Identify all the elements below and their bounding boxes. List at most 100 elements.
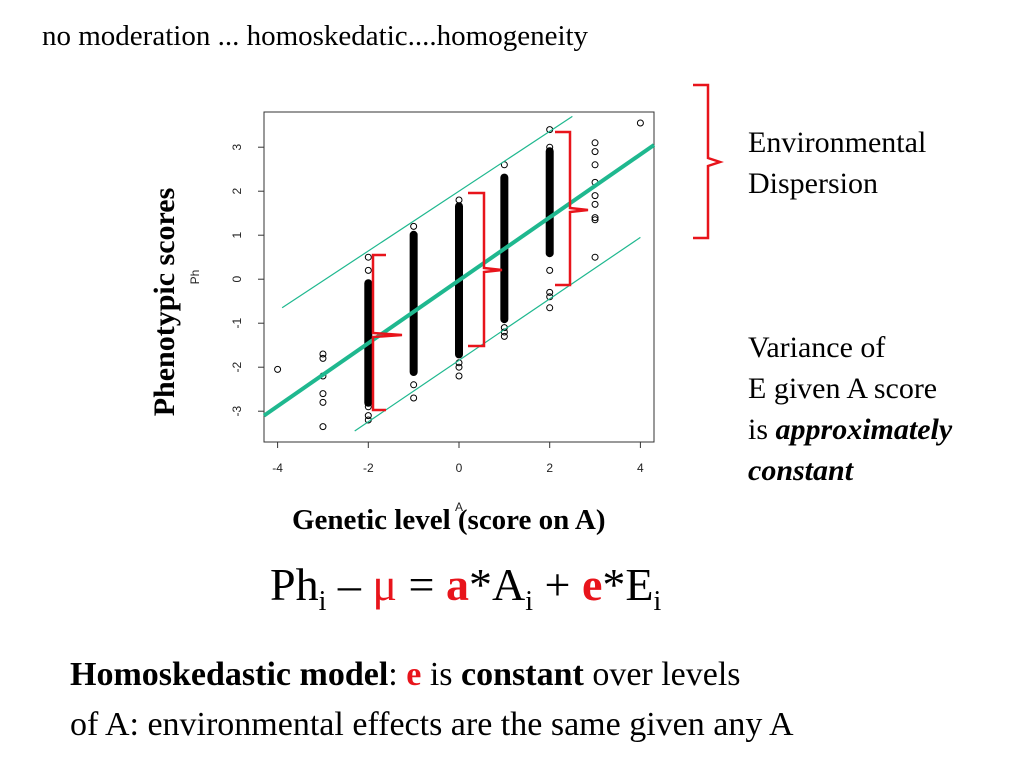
data-point-50 [591,192,599,200]
band-line-0 [281,115,573,309]
data-point-19 [410,319,418,327]
x-tick-label-1: -2 [363,461,374,475]
data-point-40 [546,165,554,173]
note-var-is: is [748,413,776,446]
data-point-6 [319,423,327,431]
data-point-13 [364,403,372,411]
eq-minus: – [326,559,373,610]
data-point-47 [591,148,599,156]
data-point-39 [546,143,554,151]
environmental-dispersion-note: Environmental Dispersion [748,122,926,204]
y-tick-label-4: 1 [230,232,244,239]
eq-times-e: *E [602,559,654,610]
y-tick-label-2: -1 [230,318,244,329]
x-tick-label-2: 0 [456,461,463,475]
data-point-32 [500,174,508,182]
data-point-7 [364,253,372,261]
desc-homoskedastic: Homoskedastic model [70,656,389,693]
data-point-37 [500,332,508,340]
data-point-8 [364,266,372,274]
note-var-line3: is approximately [748,409,952,450]
data-point-45 [546,304,554,312]
eq-a-coef: a [446,559,469,610]
eq-e-coef: e [581,559,603,610]
data-point-53 [591,216,599,224]
note-var-line2: E given A score [748,372,938,405]
x-tick-label-0: -4 [272,461,283,475]
data-point-22 [410,394,418,402]
y-axis-small-label: Ph [188,270,202,285]
data-point-0 [274,365,282,373]
data-point-12 [364,390,372,398]
data-point-25 [455,262,463,270]
data-point-10 [364,328,372,336]
desc-e: e [406,656,422,693]
eq-sub-i-3: i [653,586,662,618]
dense-band-4 [545,147,554,258]
axis-ticks: -4 -2 0 2 4 -3 -2 -1 0 1 2 3 [230,144,644,475]
description-line2: of A: environmental effects are the same… [70,706,794,743]
data-point-17 [410,236,418,244]
description-line1: Homoskedastic model: e is constant over … [70,650,794,700]
data-point-2 [319,354,327,362]
eq-times-a: *A [469,559,526,610]
y-tick-label-6: 3 [230,144,244,151]
data-point-46 [591,139,599,147]
data-point-18 [410,284,418,292]
eq-sub-i-1: i [318,586,327,618]
desc-colon: : [388,656,407,693]
data-point-24 [455,214,463,222]
data-point-5 [319,398,327,406]
data-point-30 [455,372,463,380]
dense-band-1 [409,230,418,376]
band-line-1 [354,236,641,432]
note-var-approximately: approximately [775,413,953,446]
brace-env-right [693,83,724,240]
note-var-line1: Variance of [748,331,886,364]
eq-sub-i-2: i [525,586,534,618]
data-point-54 [591,253,599,261]
data-point-41 [546,222,554,230]
y-tick-label-1: -2 [230,362,244,373]
note-var-constant: constant [748,454,854,487]
data-points [274,119,644,431]
data-point-20 [410,350,418,358]
data-point-43 [546,288,554,296]
eq-plus: + [533,559,582,610]
fit-lines [262,115,656,432]
note-env-line2: Dispersion [748,167,878,200]
data-point-29 [455,363,463,371]
model-equation: Phi – μ = a*Ai + e*Ei [270,558,661,618]
brace-a-minus2 [371,253,403,412]
x-tick-label-4: 4 [637,461,644,475]
data-point-55 [636,119,644,127]
data-point-4 [319,390,327,398]
y-tick-label-3: 0 [230,276,244,283]
data-point-27 [455,346,463,354]
variance-note: Variance of E given A score is approxima… [748,327,952,491]
data-point-14 [364,412,372,420]
x-axis-small-label: A [455,500,463,514]
data-point-26 [455,310,463,318]
data-point-21 [410,381,418,389]
model-description: Homoskedastic model: e is constant over … [70,650,794,750]
data-point-1 [319,350,327,358]
data-point-51 [591,200,599,208]
desc-rest: over levels [583,656,741,693]
x-axis-label: Genetic level (score on A) [292,504,606,536]
eq-ph: Ph [270,559,319,610]
regression-line [262,143,656,418]
data-point-33 [500,231,508,239]
eq-mu: μ [372,559,398,610]
data-point-23 [455,196,463,204]
y-tick-label-0: -3 [230,406,244,417]
x-tick-label-3: 2 [546,461,553,475]
data-point-11 [364,363,372,371]
data-point-52 [591,214,599,222]
data-point-48 [591,161,599,169]
slide-title: no moderation ... homoskedatic....homoge… [42,20,589,52]
note-env-line1: Environmental [748,126,927,159]
dispersion-braces [371,83,724,412]
desc-constant: constant [461,656,584,693]
